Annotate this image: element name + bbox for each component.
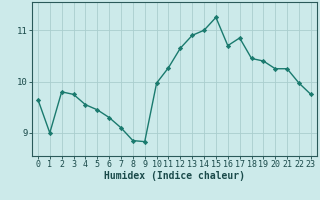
X-axis label: Humidex (Indice chaleur): Humidex (Indice chaleur)	[104, 171, 245, 181]
